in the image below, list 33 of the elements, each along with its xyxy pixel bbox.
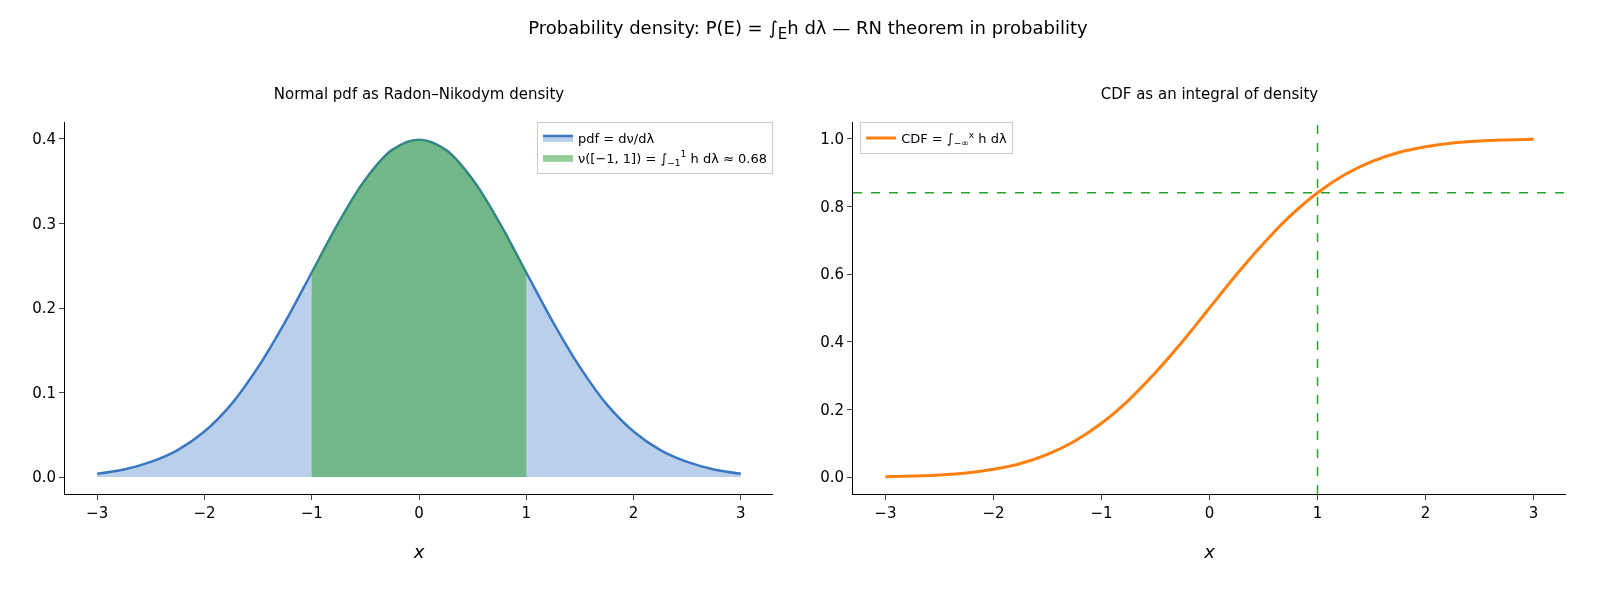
x-tick-label: 2 bbox=[1420, 504, 1431, 522]
x-tick-label: −2 bbox=[193, 504, 216, 522]
x-tick-label: −2 bbox=[982, 504, 1005, 522]
chart-title: CDF as an integral of density bbox=[1100, 85, 1319, 104]
legend-label: CDF = ∫$_{−∞}$$^{x}$ h dλ bbox=[901, 129, 1007, 148]
text: Probability density: P(E) = ∫$_{E}$h dλ — RN theorem in probability bbox=[528, 17, 1088, 43]
x-axis-title: x bbox=[412, 541, 425, 562]
y-tick-label: 0.2 bbox=[32, 299, 56, 318]
x-axis-title: x bbox=[1203, 541, 1216, 562]
y-tick-label: 0.2 bbox=[820, 400, 844, 419]
y-tick-label: 0.0 bbox=[32, 468, 56, 487]
y-tick-label: 0.8 bbox=[820, 197, 844, 216]
legend-label: ν([−1, 1]) = ∫$_{−1}$$^{1}$ h dλ ≈ 0.68 bbox=[578, 149, 767, 168]
x-tick-label: −1 bbox=[1090, 504, 1113, 522]
y-tick-label: 0.4 bbox=[820, 333, 844, 352]
x-tick-label: −1 bbox=[300, 504, 323, 522]
y-tick-label: 0.4 bbox=[32, 130, 56, 149]
x-tick-label: 1 bbox=[1312, 504, 1323, 522]
x-tick-label: −3 bbox=[874, 504, 897, 522]
x-tick-label: −3 bbox=[86, 504, 109, 522]
y-tick-label: 0.3 bbox=[32, 214, 56, 233]
y-tick-label: 0.0 bbox=[820, 468, 844, 487]
y-tick-label: 0.1 bbox=[32, 383, 56, 402]
x-tick-label: 3 bbox=[736, 504, 746, 522]
x-tick-label: 2 bbox=[628, 504, 639, 522]
x-tick-label: 0 bbox=[1204, 504, 1215, 522]
x-tick-label: 0 bbox=[414, 504, 424, 522]
x-tick-label: 1 bbox=[521, 504, 532, 522]
x-tick-label: 3 bbox=[1528, 504, 1539, 522]
y-tick-label: 0.6 bbox=[820, 265, 844, 284]
chart-title: Normal pdf as Radon–Nikodym density bbox=[273, 85, 565, 104]
y-tick-label: 1.0 bbox=[820, 130, 844, 149]
legend-label: pdf = dν/dλ bbox=[578, 131, 655, 147]
